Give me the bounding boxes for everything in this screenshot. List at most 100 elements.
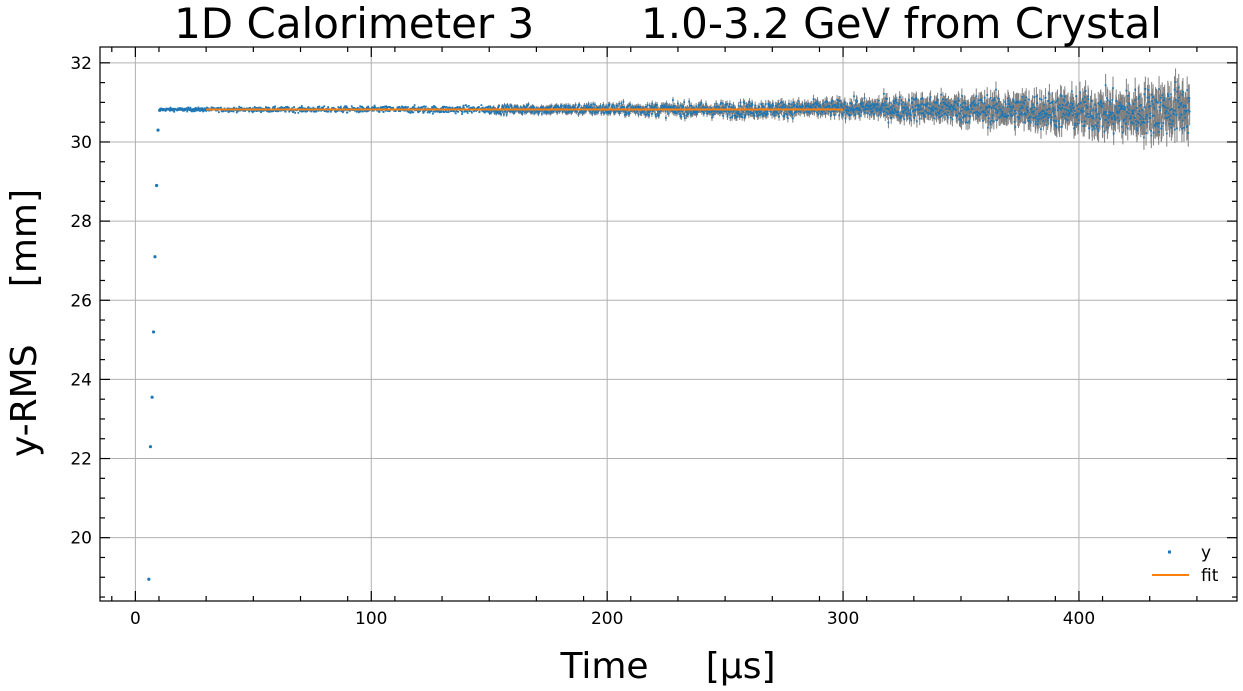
data-point — [952, 108, 955, 111]
data-point — [1127, 108, 1130, 111]
data-point — [653, 106, 655, 109]
data-point — [826, 104, 829, 107]
data-point — [739, 101, 742, 104]
data-point — [540, 112, 543, 115]
data-point — [1105, 114, 1108, 117]
data-point — [834, 110, 836, 112]
data-point — [965, 109, 968, 112]
data-point — [646, 104, 649, 106]
data-point — [519, 106, 522, 109]
data-point — [837, 106, 840, 109]
data-point — [854, 113, 857, 116]
data-point — [674, 110, 677, 113]
data-point — [624, 111, 627, 114]
data-point — [905, 112, 908, 115]
data-point — [392, 106, 395, 109]
data-point — [905, 114, 908, 117]
data-point — [999, 116, 1002, 119]
data-point — [943, 103, 946, 106]
data-point — [1012, 100, 1015, 103]
data-point — [665, 116, 667, 119]
data-point — [816, 111, 818, 114]
data-point — [153, 255, 157, 259]
data-point — [1086, 105, 1089, 108]
data-point — [1040, 98, 1043, 101]
data-point — [1179, 103, 1182, 105]
data-point — [991, 99, 994, 102]
data-point — [911, 106, 914, 109]
data-point — [596, 111, 598, 114]
data-point — [1007, 114, 1010, 117]
data-point — [495, 110, 498, 113]
data-point — [922, 112, 925, 115]
data-point — [1063, 100, 1066, 103]
data-point — [1066, 113, 1069, 116]
data-point — [442, 106, 444, 109]
data-point — [822, 109, 824, 112]
data-point — [933, 101, 936, 104]
data-point — [1092, 117, 1095, 120]
data-point — [346, 111, 349, 114]
data-point — [584, 106, 587, 109]
data-point — [770, 106, 773, 109]
data-point — [880, 106, 882, 109]
data-point — [491, 110, 493, 113]
data-point — [542, 106, 545, 109]
data-point — [688, 100, 691, 103]
data-point — [975, 95, 978, 98]
data-point — [807, 103, 809, 105]
data-point — [764, 112, 766, 115]
data-point — [775, 111, 777, 114]
data-point — [1157, 125, 1160, 128]
data-point — [565, 111, 568, 114]
data-point — [200, 107, 203, 110]
x-tick-label: 100 — [355, 609, 387, 629]
data-point — [1045, 112, 1048, 115]
data-point — [423, 110, 426, 113]
data-point — [675, 107, 678, 109]
data-point — [440, 109, 442, 112]
data-point — [407, 106, 409, 109]
data-point — [1142, 117, 1145, 120]
data-point — [1086, 113, 1089, 116]
data-point — [1042, 120, 1045, 122]
grid — [100, 47, 1237, 601]
data-point — [855, 107, 857, 110]
data-point — [803, 111, 806, 114]
data-point — [699, 103, 702, 105]
data-point — [560, 107, 563, 110]
data-point — [935, 114, 938, 117]
data-point — [592, 103, 595, 106]
data-point — [875, 110, 878, 113]
data-point — [979, 99, 982, 102]
data-point — [1081, 98, 1084, 100]
data-point — [1075, 95, 1078, 98]
data-point — [895, 101, 898, 104]
data-point — [266, 110, 268, 113]
data-point — [1119, 101, 1121, 104]
data-point — [532, 106, 535, 109]
data-point — [976, 104, 979, 107]
data-point — [962, 116, 964, 119]
data-point — [1073, 110, 1076, 112]
data-point — [700, 110, 703, 113]
data-point — [1008, 110, 1011, 113]
data-point — [627, 105, 630, 107]
data-point — [1078, 112, 1081, 115]
data-point — [900, 114, 903, 117]
data-point — [899, 117, 902, 119]
data-point — [1117, 105, 1120, 107]
data-point — [654, 103, 657, 106]
data-point — [1146, 96, 1149, 99]
data-point — [958, 117, 961, 120]
data-point — [461, 113, 463, 115]
data-point — [272, 106, 275, 108]
data-point — [350, 105, 353, 108]
data-point — [903, 109, 906, 112]
data-point — [989, 123, 992, 125]
data-point — [950, 110, 953, 113]
data-point — [506, 104, 509, 106]
data-point — [1145, 132, 1147, 134]
data-point — [291, 107, 294, 110]
data-point — [353, 109, 356, 112]
